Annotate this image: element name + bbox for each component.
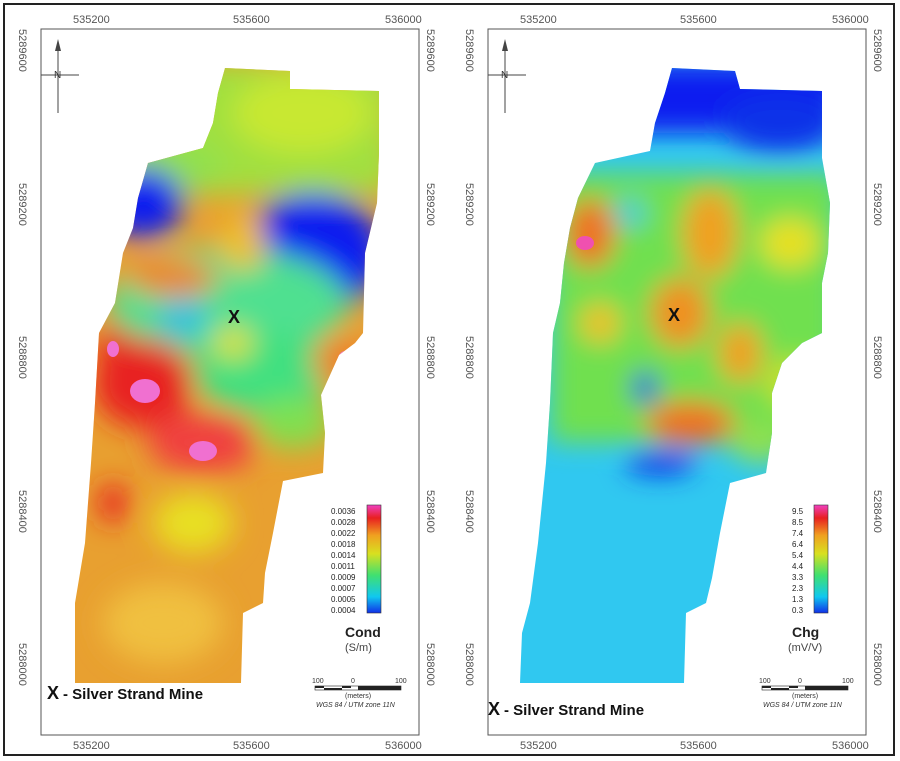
y-tick-left: 5289200 [16, 183, 28, 226]
legend: 0.0036 0.0028 0.0022 0.0018 0.0014 0.001… [331, 504, 382, 654]
legend-value: 0.0009 [331, 573, 356, 582]
legend-value: 0.0028 [331, 518, 356, 527]
scale-unit: (meters) [792, 693, 818, 700]
mine-caption: X- Silver Strand Mine [47, 683, 203, 704]
legend-value: 8.5 [792, 518, 804, 527]
conductivity-map-panel: X 535200 535600 536000 535200 535600 536… [3, 3, 449, 758]
y-tick-right: 5288400 [871, 490, 883, 533]
chargeability-map: X 535200 535600 536000 535200 535600 536… [463, 14, 883, 752]
scale-unit: (meters) [345, 693, 371, 700]
x-tick-bottom: 536000 [832, 740, 869, 752]
y-tick-left: 5288000 [463, 643, 475, 686]
legend-value: 0.3 [792, 606, 804, 615]
x-tick-top: 535600 [680, 14, 717, 26]
mine-marker: X [228, 307, 240, 327]
scale-label: 100 [759, 678, 771, 685]
axes-box [487, 28, 867, 736]
y-tick-left: 5288400 [463, 490, 475, 533]
north-label: N [501, 70, 508, 81]
y-tick-right: 5289200 [871, 183, 883, 226]
y-tick-left: 5289600 [16, 29, 28, 72]
chargeability-raster [520, 68, 830, 683]
x-tick-bottom: 536000 [385, 740, 422, 752]
north-arrow-icon: N [488, 39, 526, 113]
y-tick-left: 5288800 [463, 336, 475, 379]
caption-marker: X [47, 683, 60, 703]
mine-caption: X- Silver Strand Mine [488, 699, 644, 720]
y-tick-right: 5289600 [871, 29, 883, 72]
legend-value: 3.3 [792, 573, 804, 582]
axes-box [40, 28, 420, 736]
projection-label: WGS 84 / UTM zone 11N [316, 702, 396, 709]
x-tick-top: 535200 [520, 14, 557, 26]
legend-value: 0.0018 [331, 540, 356, 549]
legend-unit: (mV/V) [788, 642, 822, 654]
x-tick-bottom: 535600 [233, 740, 270, 752]
caption-marker: X [488, 699, 501, 719]
x-tick-bottom: 535600 [680, 740, 717, 752]
legend-value: 5.4 [792, 551, 804, 560]
y-tick-right: 5289200 [424, 183, 436, 226]
x-tick-top: 536000 [832, 14, 869, 26]
y-tick-right: 5288800 [871, 336, 883, 379]
legend-value: 0.0014 [331, 551, 356, 560]
y-tick-left: 5288000 [16, 643, 28, 686]
scale-label: 100 [842, 678, 854, 685]
conductivity-map: X 535200 535600 536000 535200 535600 536… [16, 14, 436, 752]
scale-bar: 100 0 100 (meters) WGS 84 / UTM zone 11N [759, 678, 854, 709]
legend-value: 1.3 [792, 595, 804, 604]
scale-bar: 100 0 100 (meters) WGS 84 / UTM zone 11N [312, 678, 407, 709]
x-tick-top: 535600 [233, 14, 270, 26]
scale-label: 100 [312, 678, 324, 685]
legend-value: 6.4 [792, 540, 804, 549]
north-arrow-icon: N [41, 39, 79, 113]
legend-value: 7.4 [792, 529, 804, 538]
legend-value: 0.0004 [331, 606, 356, 615]
projection-label: WGS 84 / UTM zone 11N [763, 702, 843, 709]
y-tick-right: 5288000 [424, 643, 436, 686]
legend-title: Chg [792, 624, 819, 640]
scale-label: 0 [351, 678, 355, 685]
x-tick-bottom: 535200 [73, 740, 110, 752]
x-tick-top: 535200 [73, 14, 110, 26]
figure-frame [3, 3, 895, 756]
caption-text: - Silver Strand Mine [504, 702, 645, 719]
chargeability-map-panel: X 535200 535600 536000 535200 535600 536… [450, 3, 896, 758]
x-tick-bottom: 535200 [520, 740, 557, 752]
legend: 9.5 8.5 7.4 6.4 5.4 4.4 3.3 2.3 1.3 0.3 … [788, 504, 829, 654]
x-tick-top: 536000 [385, 14, 422, 26]
y-tick-left: 5289200 [463, 183, 475, 226]
legend-unit: (S/m) [345, 642, 372, 654]
y-tick-left: 5288400 [16, 490, 28, 533]
legend-value: 0.0011 [331, 562, 355, 571]
scale-label: 0 [798, 678, 802, 685]
legend-value: 2.3 [792, 584, 804, 593]
y-tick-right: 5288800 [424, 336, 436, 379]
y-tick-left: 5288800 [16, 336, 28, 379]
mine-marker: X [668, 305, 680, 325]
legend-value: 0.0005 [331, 595, 356, 604]
y-tick-right: 5288400 [424, 490, 436, 533]
caption-text: - Silver Strand Mine [63, 686, 204, 703]
north-label: N [54, 70, 61, 81]
y-tick-right: 5289600 [424, 29, 436, 72]
legend-value: 0.0022 [331, 529, 356, 538]
legend-value: 9.5 [792, 507, 804, 516]
legend-value: 0.0007 [331, 584, 356, 593]
y-tick-right: 5288000 [871, 643, 883, 686]
legend-value: 0.0036 [331, 507, 356, 516]
legend-title: Cond [345, 624, 381, 640]
scale-label: 100 [395, 678, 407, 685]
legend-value: 4.4 [792, 562, 804, 571]
y-tick-left: 5289600 [463, 29, 475, 72]
